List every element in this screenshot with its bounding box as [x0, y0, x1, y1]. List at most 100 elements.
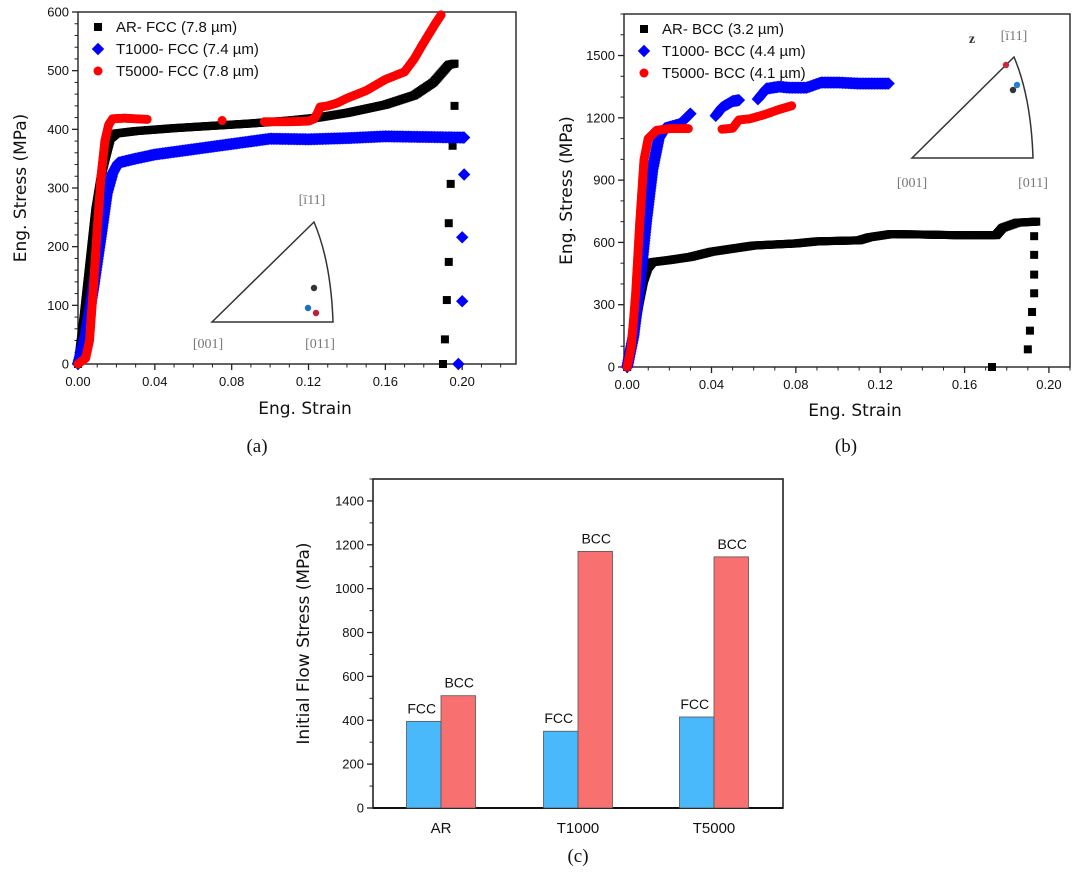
data-point: [1032, 217, 1041, 226]
panel-label: (b): [835, 436, 857, 457]
category-label: T5000: [693, 820, 736, 837]
ipf-triangle: [210, 220, 334, 323]
y-tick-label: 800: [342, 625, 364, 640]
data-point: [446, 179, 455, 188]
y-axis-title: Initial Flow Stress (MPa): [294, 542, 314, 744]
ipf-point-t5000: [1002, 61, 1010, 69]
y-axis-title: Eng. Stress (MPa): [11, 114, 31, 263]
data-point: [1030, 232, 1039, 241]
bar-label: FCC: [407, 700, 436, 716]
y-tick-label: 600: [342, 669, 364, 684]
bar-bcc-t5000: [713, 556, 749, 809]
y-tick-label: 100: [47, 298, 69, 313]
panel-label: (c): [567, 846, 588, 867]
ipf-label-001: [001]: [897, 176, 927, 191]
y-tick-label: 400: [342, 713, 364, 728]
x-tick-label: 0.04: [699, 377, 724, 392]
legend-label: AR- FCC (7.8 µm): [116, 19, 237, 36]
bar-fcc-ar: [406, 720, 442, 809]
data-point: [1025, 326, 1034, 335]
data-point: [683, 124, 693, 134]
legend: AR- BCC (3.2 µm) T1000- BCC (4.4 µm) T5000…: [637, 21, 806, 82]
data-point: [450, 101, 459, 110]
ipf-inset: z [ī11] [001] [011]: [897, 29, 1048, 191]
data-point: [439, 360, 447, 368]
chart-panel-a: 0 100 200 300 400 500 600 0.00 0.04 0.08 0.12 0.16 0…: [11, 5, 517, 457]
legend-label: T1000- FCC (7.4 µm): [116, 41, 259, 58]
data-point: [456, 231, 469, 244]
series-t5000: [622, 101, 797, 372]
category-label: AR: [431, 820, 452, 837]
y-tick-label: 200: [47, 239, 69, 254]
x-tick-label: 0.12: [868, 377, 893, 392]
y-tick-label: 500: [47, 63, 69, 78]
ipf-axis-z: z: [969, 32, 975, 47]
chart-panel-c: 0 200 400 600 800 1000 1200 1400 Initial Flow St…: [294, 478, 784, 867]
plot-frame: [623, 13, 1071, 368]
ipf-point-t1000: [1013, 81, 1021, 89]
bar-bcc-t1000: [577, 550, 613, 809]
y-tick-label: 300: [47, 181, 69, 196]
data-point: [456, 295, 469, 308]
y-tick-label: 0: [357, 801, 364, 816]
x-tick-label: 0.04: [142, 374, 167, 389]
category-label: T1000: [557, 820, 600, 837]
series-ar: [623, 217, 1041, 371]
data-point: [1030, 270, 1039, 279]
data-point: [1028, 307, 1037, 316]
data-point: [1030, 289, 1039, 298]
bar-fcc-t1000: [543, 730, 579, 809]
legend-marker: [640, 25, 648, 33]
y-axis-title: Eng. Stress (MPa): [557, 116, 577, 265]
x-tick-label: 0.20: [1036, 377, 1061, 392]
ipf-label-111: [ī11]: [299, 193, 326, 208]
x-tick-label: 0.16: [373, 374, 398, 389]
bar-label: FCC: [544, 710, 573, 726]
ipf-inset: [ī11] [001] [011]: [193, 193, 335, 352]
legend: AR- FCC (7.8 µm) T1000- FCC (7.4 µm) T5000…: [91, 19, 259, 80]
legend-marker: [93, 66, 103, 76]
legend-label: AR- BCC (3.2 µm): [662, 21, 784, 38]
x-axis-title: Eng. Strain: [808, 401, 901, 421]
data-point: [442, 296, 451, 305]
data-point: [436, 10, 446, 20]
y-tick-label: 400: [47, 122, 69, 137]
series-t1000: [71, 130, 471, 371]
data-point: [440, 335, 449, 344]
legend-marker: [91, 42, 105, 56]
y-tick-label: 1200: [335, 537, 364, 552]
x-tick-label: 0.12: [296, 374, 321, 389]
data-point: [882, 77, 895, 90]
x-tick-label: 0.20: [450, 374, 475, 389]
data-point: [987, 363, 996, 371]
data-point: [684, 107, 697, 120]
y-tick-label: 0: [608, 360, 615, 375]
data-point: [1030, 250, 1039, 259]
data-point: [732, 93, 746, 107]
bar-label: BCC: [717, 536, 747, 552]
x-axis-title: Eng. Strain: [258, 399, 351, 419]
data-point: [444, 219, 453, 228]
chart-panel-b: 0 300 600 900 1200 1500 0.00 0.04 0.08 0.12 0.16 0.…: [557, 13, 1071, 457]
data-point: [444, 257, 453, 266]
data-point: [217, 116, 227, 126]
legend-marker: [639, 68, 649, 78]
bar-label: FCC: [680, 696, 709, 712]
bar-label: BCC: [581, 530, 611, 546]
x-tick-label: 0.00: [615, 377, 640, 392]
data-point: [142, 114, 152, 124]
y-tick-label: 1400: [335, 493, 364, 508]
y-tick-label: 300: [593, 297, 615, 312]
ipf-point-ar: [1009, 86, 1017, 94]
data-point: [450, 59, 459, 68]
data-point: [787, 101, 797, 111]
bar-bcc-ar: [440, 695, 476, 809]
ipf-point-ar: [310, 284, 318, 292]
y-tick-label: 200: [342, 757, 364, 772]
y-tick-label: 1500: [586, 48, 615, 63]
legend-label: T1000- BCC (4.4 µm): [662, 43, 806, 60]
ipf-triangle: [910, 55, 1034, 159]
y-tick-label: 0: [62, 357, 69, 372]
x-tick-label: 0.08: [783, 377, 808, 392]
